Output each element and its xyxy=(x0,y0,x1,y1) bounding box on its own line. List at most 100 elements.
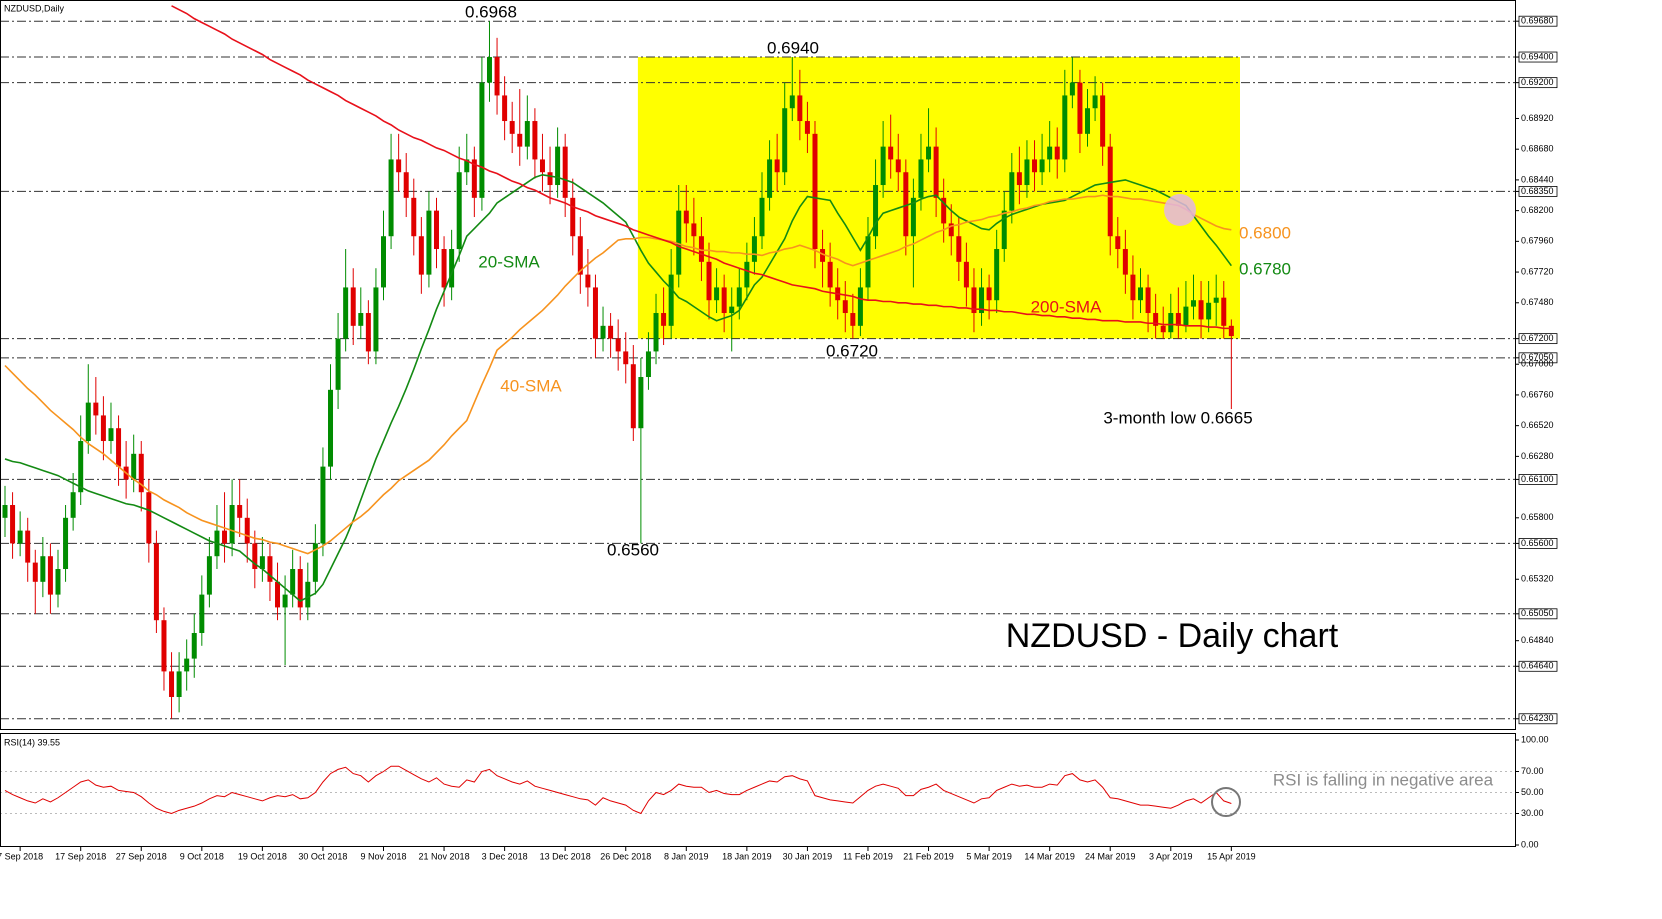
candle-body xyxy=(411,197,417,237)
candle-body xyxy=(222,530,228,544)
candle-body xyxy=(1069,82,1075,96)
candle-body xyxy=(827,261,833,288)
candle-body xyxy=(910,197,916,237)
x-tick-label: 3 Apr 2019 xyxy=(1149,851,1193,861)
candle-body xyxy=(305,581,311,608)
rsi-frame xyxy=(0,733,1516,847)
candle-body xyxy=(782,108,788,173)
candle-body xyxy=(1183,306,1189,326)
candle-body xyxy=(1122,249,1128,275)
candle-body xyxy=(161,620,167,672)
candle-body xyxy=(539,159,545,173)
candle-body xyxy=(873,185,879,237)
candle-body xyxy=(1001,210,1007,250)
candle-body xyxy=(169,671,175,698)
x-tick-label: 21 Feb 2019 xyxy=(903,851,954,861)
candle-body xyxy=(426,210,432,275)
x-tick-label: 27 Sep 2018 xyxy=(116,851,167,861)
y-tick-label: 0.69680 xyxy=(1521,16,1554,26)
y-tick-label: 0.65320 xyxy=(1521,574,1554,584)
candle-body xyxy=(698,236,704,262)
candle-body xyxy=(449,249,455,288)
candle-body xyxy=(767,159,773,198)
annotation: 0.6800 xyxy=(1239,223,1291,242)
candle-body xyxy=(918,159,924,198)
rsi-marker xyxy=(1211,787,1241,817)
series-label: 20-SMA xyxy=(478,252,540,271)
candle-body xyxy=(797,95,803,122)
candle-body xyxy=(85,402,91,442)
y-tick-label: 0.65800 xyxy=(1521,512,1554,522)
y-tick-label: 50.00 xyxy=(1521,787,1544,797)
candle-body xyxy=(312,543,318,582)
annotation: 3-month low 0.6665 xyxy=(1103,408,1252,427)
candle-body xyxy=(1153,313,1159,326)
candle-body xyxy=(10,505,16,544)
candle-body xyxy=(418,236,424,275)
x-tick-label: 26 Dec 2018 xyxy=(600,851,651,861)
candle-body xyxy=(275,581,281,608)
candle-body xyxy=(903,172,909,237)
candle-body xyxy=(865,236,871,288)
candle-body xyxy=(464,159,470,173)
x-tick-label: 21 Nov 2018 xyxy=(419,851,470,861)
candle-body xyxy=(850,313,856,326)
y-tick-label: 0.69400 xyxy=(1521,51,1554,61)
candle-body xyxy=(297,569,303,608)
candle-body xyxy=(645,351,651,378)
candle-body xyxy=(32,562,38,582)
x-tick-label: 8 Jan 2019 xyxy=(664,851,709,861)
candle-body xyxy=(1032,159,1038,173)
candle-body xyxy=(729,306,735,314)
y-tick-box xyxy=(1518,713,1558,725)
candle-body xyxy=(585,274,591,288)
candle-body xyxy=(956,236,962,262)
candle-body xyxy=(100,415,106,442)
x-tick-label: 15 Apr 2019 xyxy=(1207,851,1256,861)
candle-body xyxy=(1228,325,1234,337)
y-tick-label: 30.00 xyxy=(1521,808,1544,818)
candle-body xyxy=(570,197,576,237)
y-tick-box xyxy=(1518,333,1558,345)
candle-body xyxy=(328,389,334,467)
rsi-panel xyxy=(0,765,1515,815)
candle-body xyxy=(479,82,485,198)
annotation: 0.6940 xyxy=(767,38,819,57)
y-tick-label: 0.67720 xyxy=(1521,266,1554,276)
candle-body xyxy=(373,287,379,352)
x-tick-label: 13 Dec 2018 xyxy=(540,851,591,861)
candle-body xyxy=(555,146,561,186)
x-tick-label: 3 Dec 2018 xyxy=(482,851,528,861)
candle-body xyxy=(926,146,932,160)
candle-body xyxy=(335,338,341,390)
y-tick-label: 0.64840 xyxy=(1521,635,1554,645)
rsi-title: RSI(14) 39.55 xyxy=(4,737,60,747)
candle-body xyxy=(494,57,500,96)
candle-body xyxy=(237,505,243,518)
chart-title: NZDUSD - Daily chart xyxy=(1006,617,1339,655)
y-tick-label: 0.00 xyxy=(1521,839,1539,849)
candle-body xyxy=(668,274,674,326)
x-tick-label: 19 Oct 2018 xyxy=(238,851,287,861)
candle-body xyxy=(979,287,985,314)
candle-body xyxy=(721,287,727,314)
candle-body xyxy=(1130,274,1136,301)
candle-body xyxy=(1175,313,1181,326)
candle-body xyxy=(933,146,939,198)
y-tick-label: 0.68350 xyxy=(1521,186,1554,196)
annotation: 0.6560 xyxy=(607,540,659,559)
candle-body xyxy=(441,249,447,288)
candle-body xyxy=(176,671,182,698)
y-tick-label: 0.67480 xyxy=(1521,297,1554,307)
y-tick-box xyxy=(1518,77,1558,89)
candle-body xyxy=(691,223,697,237)
y-tick-label: 0.68680 xyxy=(1521,144,1554,154)
candle-body xyxy=(1221,297,1227,326)
candle-body xyxy=(789,95,795,109)
candle-body xyxy=(547,172,553,186)
candle-body xyxy=(941,197,947,224)
candle-body xyxy=(963,261,969,288)
annotation: 0.6968 xyxy=(465,2,517,21)
x-tick-label: 24 Mar 2019 xyxy=(1085,851,1136,861)
